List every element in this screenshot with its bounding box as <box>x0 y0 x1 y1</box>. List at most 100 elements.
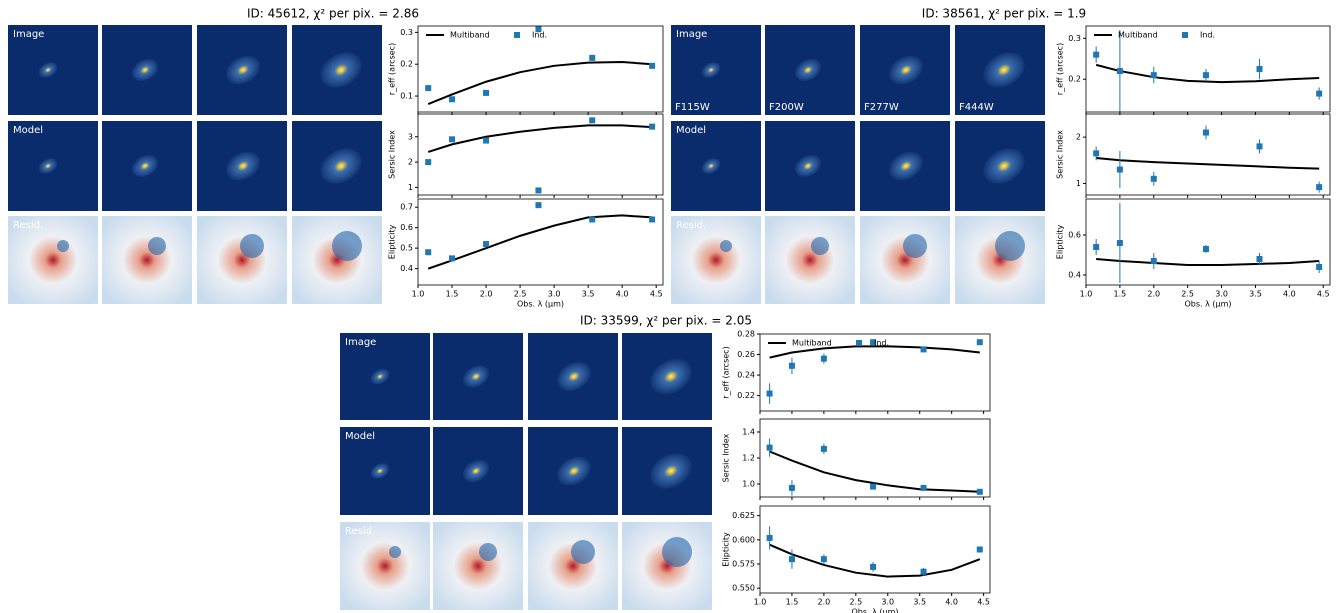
y-tick-label: 0.2 <box>400 60 413 69</box>
ind-point <box>1256 256 1263 262</box>
band-label: F115W <box>675 102 710 113</box>
galaxy <box>557 362 591 391</box>
y-tick-label: 0.24 <box>737 371 755 380</box>
galaxy <box>701 158 721 174</box>
galaxy <box>557 456 591 486</box>
plot-frame <box>759 333 991 412</box>
galaxy <box>794 58 822 82</box>
galaxy <box>794 154 822 178</box>
galaxy <box>462 459 490 483</box>
x-tick-label: 2.5 <box>1181 290 1194 299</box>
ind-point <box>649 216 656 223</box>
y-tick-label: 0.5 <box>400 244 413 253</box>
row-label: Model <box>345 431 375 442</box>
ind-point <box>1093 244 1100 250</box>
ind-point <box>788 556 795 563</box>
resid-cell <box>433 522 523 610</box>
band-label: F200W <box>769 102 804 113</box>
x-tick-label: 4.5 <box>1317 290 1330 299</box>
ind-point <box>1202 129 1209 136</box>
y-tick-label: 2 <box>408 158 413 167</box>
legend-label: Multiband <box>450 31 490 40</box>
row-label: Resid. <box>676 220 706 231</box>
x-tick-label: 1.0 <box>754 598 767 607</box>
galaxy <box>38 158 58 174</box>
x-axis-label: Obs. λ (μm) <box>851 608 898 613</box>
ind-point <box>649 62 656 69</box>
legend-label: Ind. <box>532 31 547 40</box>
ind-point <box>1316 184 1323 191</box>
y-axis-label: Sersic Index <box>1056 130 1065 179</box>
plot-frame <box>759 418 991 498</box>
y-tick-label: 3 <box>408 132 413 141</box>
ind-point <box>483 137 490 144</box>
plot-frame <box>1085 113 1331 196</box>
y-axis-label: r_eff (arcsec) <box>1056 43 1065 95</box>
galaxy <box>889 151 923 181</box>
x-tick-label: 1.5 <box>446 290 459 299</box>
ind-point <box>1256 143 1263 150</box>
plot-frame <box>417 198 664 286</box>
x-tick-label: 3.5 <box>582 290 595 299</box>
resid-blob <box>903 234 927 258</box>
row-label: Model <box>676 125 706 136</box>
ind-point <box>425 249 432 256</box>
galaxy <box>650 453 692 489</box>
x-tick-label: 4.0 <box>945 598 958 607</box>
ind-point <box>820 445 827 452</box>
legend-label: Multiband <box>1118 31 1158 40</box>
ind-point <box>483 89 490 96</box>
y-axis-label: Sersic Index <box>388 130 397 179</box>
plot-frame <box>1085 198 1331 286</box>
ind-point <box>920 346 927 353</box>
ind-point <box>589 216 596 223</box>
multiband-line <box>1096 156 1320 170</box>
ind-point <box>976 339 983 346</box>
y-tick-label: 0.7 <box>400 203 413 212</box>
y-tick-label: 0.6 <box>400 223 413 232</box>
plot-frame <box>417 25 664 113</box>
y-tick-label: 0.1 <box>400 92 413 101</box>
ind-point <box>649 123 656 130</box>
ind-point <box>870 339 877 346</box>
ind-point <box>449 96 456 103</box>
galaxy <box>131 154 159 178</box>
y-tick-label: 1 <box>1076 179 1081 188</box>
plot-frame <box>1085 25 1331 113</box>
legend-marker <box>514 32 520 38</box>
y-tick-label: 1 <box>408 183 413 192</box>
ind-point <box>920 484 927 491</box>
y-tick-label: 0.600 <box>732 535 755 544</box>
ind-point <box>788 484 795 491</box>
galaxy <box>320 148 362 184</box>
x-tick-label: 2.0 <box>818 598 831 607</box>
multiband-line <box>427 60 653 105</box>
ind-point <box>766 390 773 397</box>
ind-point <box>483 241 490 248</box>
galaxy <box>370 368 390 385</box>
band-label: F277W <box>864 102 899 113</box>
multiband-line <box>769 450 980 493</box>
x-axis-label: Obs. λ (μm) <box>1184 300 1231 309</box>
ind-point <box>425 85 432 92</box>
x-tick-label: 2.0 <box>480 290 493 299</box>
y-tick-label: 0.4 <box>1068 271 1081 280</box>
galaxy <box>370 463 390 479</box>
plot-frame <box>417 113 664 196</box>
resid-blob <box>389 546 401 558</box>
resid-cell <box>292 216 382 304</box>
ind-point <box>425 159 432 166</box>
y-axis-label: Elipticity <box>722 532 731 567</box>
ind-point <box>920 568 927 575</box>
x-tick-label: 3.5 <box>1249 290 1262 299</box>
galaxy <box>701 62 721 78</box>
ind-point <box>870 483 877 490</box>
ind-point <box>766 534 773 541</box>
ind-point <box>1093 150 1100 157</box>
ind-point <box>535 26 542 33</box>
ind-point <box>976 546 983 553</box>
resid-cell <box>102 216 192 304</box>
x-tick-label: 3.0 <box>548 290 561 299</box>
resid-blob <box>662 537 692 567</box>
